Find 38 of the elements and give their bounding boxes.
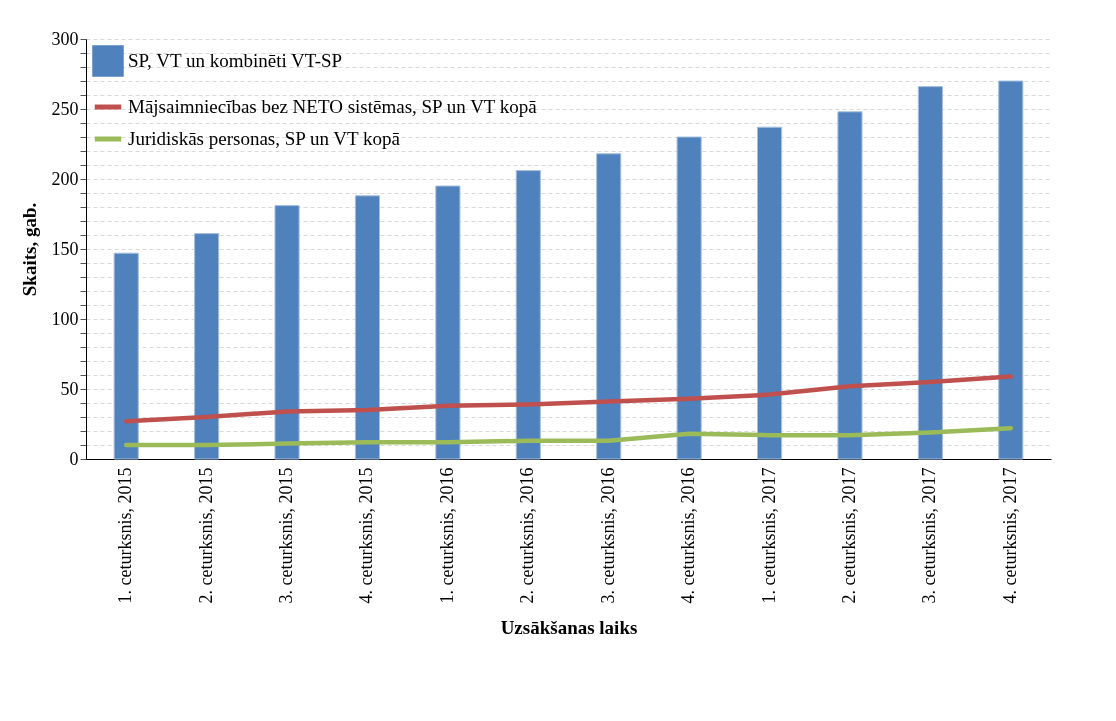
line-series — [123, 425, 1014, 448]
bar — [435, 185, 461, 460]
x-tick-label: 4. ceturksnis, 2016 — [678, 467, 699, 604]
y-tick-label: 100 — [51, 308, 79, 329]
y-tick-label: 50 — [60, 378, 79, 399]
x-tick-label: 1. ceturksnis, 2016 — [436, 467, 457, 604]
bar — [354, 195, 381, 460]
legend-label: Juridiskās personas, SP un VT kopā — [128, 128, 401, 149]
x-tick-label: 2. ceturksnis, 2015 — [195, 467, 216, 604]
bar — [676, 136, 702, 460]
bar — [596, 153, 622, 460]
bar — [274, 205, 300, 460]
x-tick-label: 3. ceturksnis, 2017 — [919, 467, 940, 604]
x-tick-label: 1. ceturksnis, 2017 — [758, 467, 779, 604]
bar — [515, 170, 541, 460]
legend-label: Mājsaimniecības bez NETO sistēmas, SP un VT kopā — [128, 96, 538, 117]
x-tick-label: 1. ceturksnis, 2015 — [115, 467, 136, 604]
y-tick-label: 250 — [51, 98, 79, 119]
x-tick-label: 4. ceturksnis, 2017 — [999, 467, 1020, 604]
bar — [917, 86, 943, 460]
bar — [837, 111, 863, 460]
x-tick-label: 3. ceturksnis, 2016 — [597, 467, 618, 604]
x-tick-label: 2. ceturksnis, 2016 — [517, 467, 538, 604]
bar — [998, 80, 1024, 460]
x-tick-label: 2. ceturksnis, 2017 — [838, 467, 859, 604]
x-tick-label: 3. ceturksnis, 2015 — [276, 467, 297, 604]
line-series — [123, 374, 1014, 424]
y-tick-label: 0 — [69, 448, 79, 469]
y-axis-title: Skaits, gab. — [18, 202, 40, 297]
legend-label: SP, VT un kombinēti VT-SP — [128, 50, 343, 71]
y-tick-label: 300 — [51, 28, 79, 49]
bar — [756, 126, 783, 460]
bar — [113, 252, 139, 460]
x-axis-title: Uzsākšanas laiks — [500, 617, 638, 639]
y-tick-label: 150 — [51, 238, 79, 259]
y-tick-label: 200 — [51, 168, 79, 189]
x-tick-label: 4. ceturksnis, 2015 — [356, 467, 377, 604]
bar — [194, 233, 220, 460]
